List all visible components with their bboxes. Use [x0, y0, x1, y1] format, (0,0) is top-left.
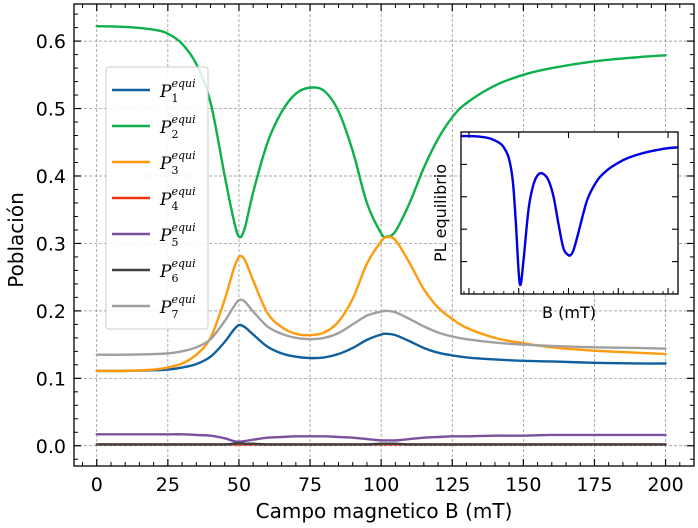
x-tick-label: 0 [91, 474, 103, 496]
legend-label: P1equi [159, 77, 196, 105]
inset-x-axis-label: B (mT) [542, 303, 596, 322]
main-ticks [74, 4, 694, 466]
x-tick-label: 25 [156, 474, 180, 496]
series-line-1 [95, 323, 667, 373]
inset-ticks [461, 132, 678, 294]
x-tick-label: 100 [363, 474, 399, 496]
y-tick-label: 0.5 [36, 99, 66, 121]
legend: P1equi P2equi P3equi P4equi P5equi P6equi P7eq… [105, 66, 209, 330]
legend-entry-2: P2equi [112, 113, 196, 141]
legend-entry-3: P3equi [112, 149, 196, 177]
legend-label: P3equi [159, 149, 196, 177]
inset-plot: B (mT) PL equilibrio [431, 131, 679, 322]
legend-entry-4: P4equi [112, 185, 196, 213]
legend-label: P4equi [159, 185, 196, 213]
series-line-7 [95, 298, 667, 356]
x-tick-label: 200 [647, 474, 683, 496]
x-tick-label: 150 [505, 474, 541, 496]
y-axis-label: Población [4, 192, 28, 288]
x-tick-label: 50 [227, 474, 251, 496]
y-tick-label: 0.1 [36, 368, 66, 390]
y-tick-label: 0.0 [36, 436, 66, 458]
series-line-3 [95, 235, 667, 373]
legend-label: P7equi [159, 293, 196, 321]
y-tick-label: 0.3 [36, 233, 66, 255]
x-axis-label: Campo magnetico B (mT) [256, 499, 513, 523]
main-plot: 0 25 50 75 100 125 150 175 200 0.00.10.20.30.40.… [4, 3, 695, 523]
legend-frame [105, 66, 209, 330]
legend-label: P5equi [159, 221, 196, 249]
series-line-6 [95, 441, 667, 446]
x-tick-label: 75 [298, 474, 322, 496]
inset-y-axis-label: PL equilibrio [431, 164, 450, 262]
x-tick-labels: 0 25 50 75 100 125 150 175 200 [91, 474, 684, 496]
series-line-5 [95, 433, 667, 443]
inset-background [461, 132, 678, 294]
legend-label: P2equi [159, 113, 196, 141]
legend-entry-6: P6equi [112, 257, 196, 285]
y-tick-label: 0.2 [36, 301, 66, 323]
legend-entry-1: P1equi [112, 77, 196, 105]
inset-series-line [460, 134, 679, 287]
inset-lines [460, 134, 679, 287]
x-tick-label: 125 [434, 474, 470, 496]
y-tick-label: 0.6 [36, 31, 66, 53]
inset-plot-frame [460, 131, 679, 295]
y-tick-label: 0.4 [36, 166, 66, 188]
y-tick-labels: 0.0 0.1 0.2 0.3 0.4 0.5 0.6 [36, 31, 66, 458]
legend-entry-5: P5equi [112, 221, 196, 249]
legend-entries: P1equi P2equi P3equi P4equi P5equi P6equi P7eq… [112, 77, 196, 321]
legend-entry-7: P7equi [112, 293, 196, 321]
legend-label: P6equi [159, 257, 196, 285]
main-lines [95, 25, 667, 446]
main-plot-frame [73, 3, 695, 467]
x-tick-label: 175 [576, 474, 612, 496]
